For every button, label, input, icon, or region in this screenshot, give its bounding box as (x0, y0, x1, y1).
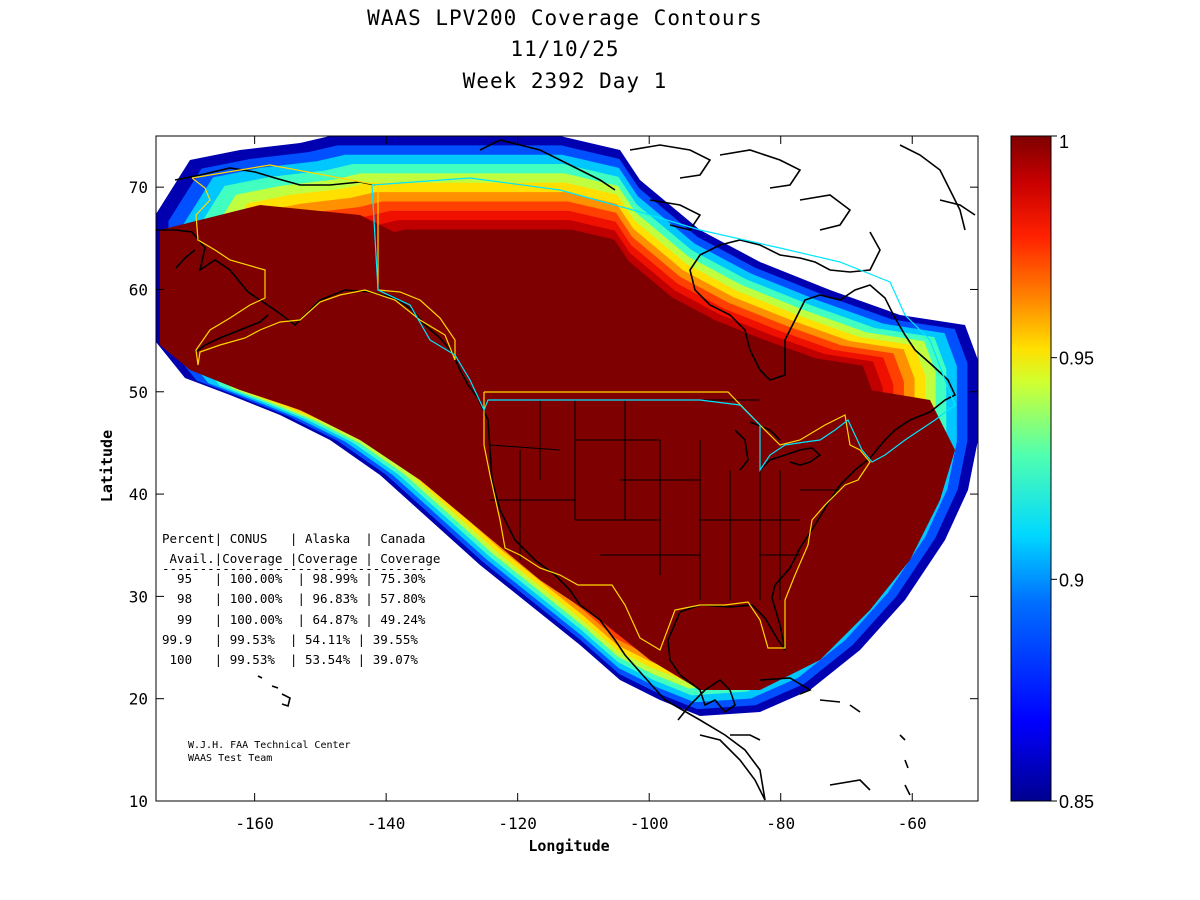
full-coverage-region (160, 205, 955, 690)
map-plot-area (156, 136, 978, 801)
alaska-outline (191, 164, 456, 366)
y-tick-label: 20 (129, 690, 148, 709)
arctic-islands (479, 139, 976, 231)
colorbar-tick-label: 0.85 (1059, 792, 1094, 812)
gulf-coast (667, 584, 786, 721)
colorbar-tick-label: 0.95 (1059, 349, 1094, 369)
y-tick-label: 40 (129, 485, 148, 504)
y-tick-label: 60 (129, 280, 148, 299)
colorbar-ticks: 0.85 0.9 0.95 1 (1051, 132, 1094, 812)
caribbean (759, 677, 911, 796)
alaska-coast (174, 167, 376, 353)
colorbar-tick-label: 0.9 (1059, 570, 1084, 590)
x-tick-label: -80 (766, 814, 795, 833)
map-frame (155, 135, 979, 802)
x-tick-label: -60 (898, 814, 927, 833)
chart-week-day: Week 2392 Day 1 (462, 69, 668, 93)
table-row: 99 | 100.00% | 64.87% | 49.24% (162, 612, 426, 627)
credit-line-1: W.J.H. FAA Technical Center (188, 740, 351, 751)
y-tick-label: 50 (129, 383, 148, 402)
y-axis-label: Latitude (98, 430, 116, 502)
y-tick-label: 70 (129, 178, 148, 197)
colorbar-tick-label: 1 (1059, 132, 1069, 152)
hawaii (257, 675, 291, 708)
y-tick-label: 30 (129, 587, 148, 606)
table-row: 100 | 99.53% | 53.54% | 39.07% (162, 652, 418, 667)
region-outlines (191, 164, 956, 651)
table-row: 99.9 | 99.53% | 54.11% | 39.55% (162, 632, 418, 647)
table-row: 95 | 100.00% | 98.99% | 75.30% (162, 571, 426, 586)
coverage-table: Percent| CONUS | Alaska | Canada Avail.|… (162, 531, 440, 667)
map-axes: -160 -140 -120 -100 -80 -60 10 20 30 40 50 60 70 (129, 136, 978, 833)
x-tick-label: -160 (235, 814, 274, 833)
great-lakes (734, 421, 822, 471)
x-tick-label: -140 (367, 814, 406, 833)
chart-title: WAAS LPV200 Coverage Contours (367, 6, 763, 30)
conus-outline (483, 391, 871, 651)
x-tick-label: -120 (498, 814, 537, 833)
table-separator: ------------------------------------ (162, 561, 433, 576)
x-tick-label: -100 (630, 814, 669, 833)
central-america (699, 734, 766, 801)
coverage-contour-bands (156, 136, 978, 716)
colorbar (1010, 135, 1052, 802)
chart-date: 11/10/25 (510, 37, 620, 61)
canada-outline (371, 177, 956, 472)
north-america-west-coast (156, 229, 766, 801)
y-tick-label: 10 (129, 792, 148, 811)
table-row: 98 | 100.00% | 96.83% | 57.80% (162, 591, 426, 606)
credit-line-2: WAAS Test Team (188, 753, 272, 764)
atlantic-coast (689, 231, 957, 586)
x-axis-label: Longitude (528, 837, 609, 855)
table-header-2: Avail.|Coverage |Coverage | Coverage (162, 551, 440, 566)
coastlines (156, 139, 976, 801)
table-header-1: Percent| CONUS | Alaska | Canada (162, 531, 425, 546)
